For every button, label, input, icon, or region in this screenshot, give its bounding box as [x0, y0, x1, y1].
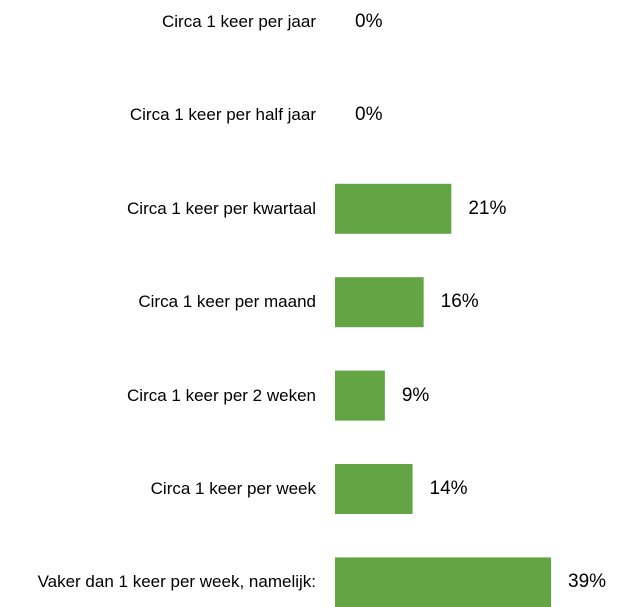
bar — [335, 277, 424, 328]
value-label: 21% — [468, 197, 507, 219]
value-label: 9% — [401, 384, 430, 406]
bar — [335, 183, 452, 234]
category-label: Vaker dan 1 keer per week, namelijk: — [37, 572, 316, 592]
category-label: Circa 1 keer per week — [150, 479, 316, 498]
value-label: 0% — [355, 104, 383, 126]
value-label: 39% — [568, 571, 607, 593]
category-label: Circa 1 keer per maand — [138, 292, 316, 312]
value-label: 16% — [440, 291, 479, 313]
category-label: Circa 1 keer per kwartaal — [127, 198, 316, 218]
bar — [335, 464, 413, 514]
bar — [335, 370, 385, 421]
value-label: 0% — [355, 11, 383, 32]
category-label: Circa 1 keer per jaar — [161, 12, 316, 31]
bar — [335, 557, 552, 607]
category-label: Circa 1 keer per half jaar — [129, 105, 316, 125]
value-label: 14% — [429, 478, 468, 499]
category-label: Circa 1 keer per 2 weken — [127, 385, 316, 405]
